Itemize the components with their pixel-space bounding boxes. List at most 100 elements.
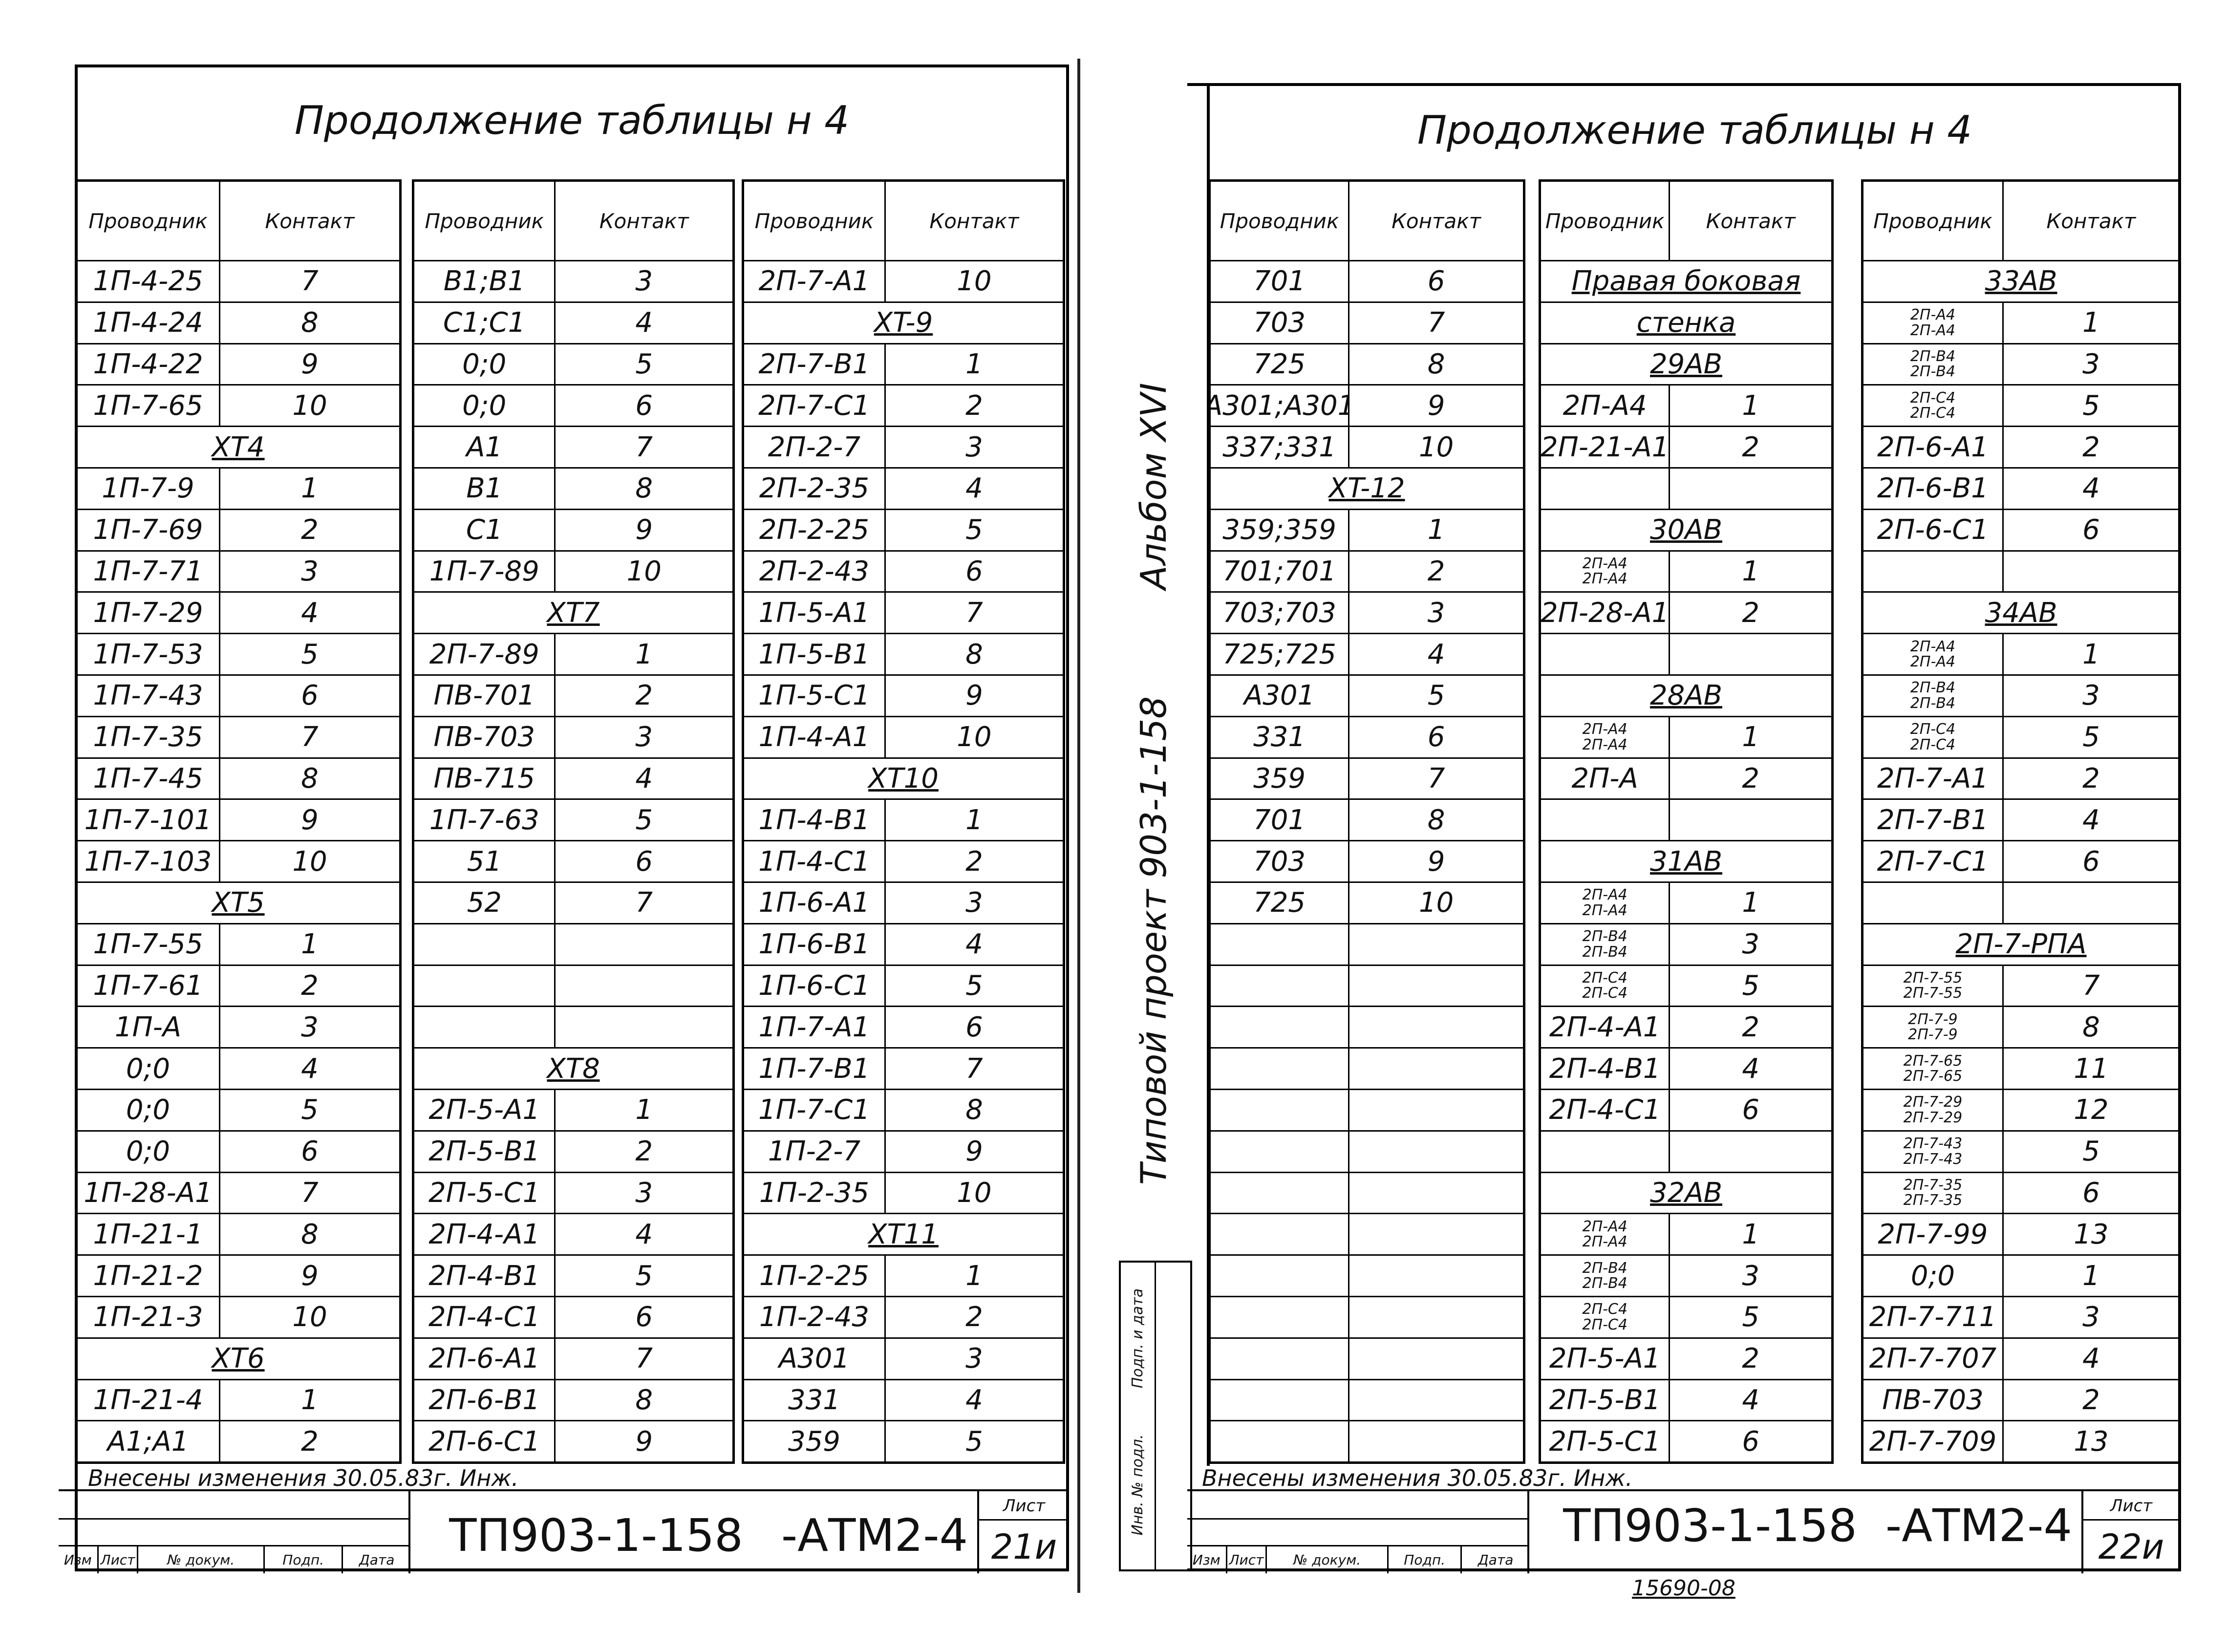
sheet-code: -АТМ2-4 [781,1509,968,1562]
contact: 1 [2082,1260,2100,1292]
wire: 2П-2-25 [744,510,886,550]
table-row: ПВ-715 4 [414,758,732,800]
wire: 2П-4-В1 [1541,1049,1670,1089]
table-row: 2П-7-С1 6 [1863,841,2179,883]
wire: 1П-7-43 [77,675,220,716]
table-row: 0;0 6 [77,1131,399,1173]
empty-cell [1211,1049,1350,1089]
contact: 3 [301,1011,319,1043]
stamp: Инв. № подл. Подп. и дата [1119,1261,1192,1571]
table: Проводник Контакт В1;В1 3 С1;С1 4 0;0 5 0;0 6 А1 7 В… [412,179,735,1464]
table-row: 2П-В4 2П-В4 3 [1863,675,2179,717]
table: Проводник Контакт 701 6 703 7 725 8 А301;А301 9 33… [1208,179,1525,1464]
wire: 1П-7-9 [77,468,220,509]
wire: 2П-В4 [1582,928,1627,945]
table-row: XT8 [414,1049,732,1090]
wire: 2П-В4 [1582,1275,1627,1292]
fold-line [1077,59,1080,1593]
wire: 337;331 [1211,427,1350,467]
wire: 1П-7-63 [414,800,556,840]
wire: 51 [414,841,556,881]
table-row: 0;0 1 [1863,1256,2179,1297]
section-label: XT-12 [1328,472,1405,505]
wire: 1П-7-53 [77,634,220,674]
wire: 2П-5-С1 [414,1173,556,1213]
wire: 1П-7-55 [77,924,220,965]
contact: 2 [635,680,653,712]
wire: 1П-5-С1 [744,675,886,716]
contact: 9 [301,804,319,836]
wire: 1П-21-1 [77,1214,220,1255]
section-label: 2П-7-РПА [1955,928,2087,961]
header-cell: Контакт [1392,209,1481,233]
contact: 4 [2082,472,2100,505]
wire: 2П-С4 [1910,736,1956,753]
table-row: XT-9 [744,303,1063,344]
table-row [1541,1131,1831,1173]
contact: 3 [965,1343,983,1375]
table-row: 2П-А4 1 [1541,386,1831,428]
table-row: 1П-7-53 5 [77,634,399,676]
section-label: 32АВ [1650,1177,1722,1209]
table-row: 2П-С4 2П-С4 5 [1863,386,2179,428]
table-row: 2П-7-В1 1 [744,344,1063,386]
empty-cell [556,966,732,1006]
wire: 2П-7-43 [1903,1135,1963,1153]
revision-grid: Изм Лист № докум. Подп. Дата [59,1491,410,1573]
table-row: 2П-7-9 2П-7-9 8 [1863,1007,2179,1049]
table-row: 1П-2-43 2 [744,1297,1063,1339]
section-label: Правая боковая [1571,265,1801,298]
contact: 11 [2074,1052,2109,1085]
contact: 2 [2082,762,2100,794]
contact: 9 [965,1136,983,1168]
empty-cell [1863,551,2004,592]
wire-pair: 2П-7-29 2П-7-29 [1863,1090,2004,1130]
empty-cell [1349,1173,1523,1213]
wire: 2П-7-В1 [744,344,886,385]
empty-cell [1541,1131,1670,1172]
wire: 1П-6-В1 [744,924,886,965]
contact: 8 [635,472,653,505]
empty-cell [1349,1421,1523,1461]
wire: 2П-А4 [1541,386,1670,426]
table-row [1211,1297,1523,1339]
wire: 1П-7-45 [77,758,220,799]
wire: 1П-2-35 [744,1173,886,1213]
header-cell: Проводник [1211,182,1350,260]
contact: 10 [292,389,327,422]
table-row: XT6 [77,1339,399,1380]
wire: 1П-7-35 [77,717,220,757]
empty-cell [2004,552,2179,592]
empty-cell [1211,1214,1350,1255]
contact: 6 [965,555,983,587]
table-row [1863,551,2179,593]
table-row: Правая боковая [1541,261,1831,303]
wire: 703 [1211,841,1350,881]
wire: 2П-7-35 [1903,1176,1963,1194]
col-label: Подп. [1389,1546,1462,1573]
table-row: 701 8 [1211,800,1523,842]
contact: 1 [301,928,319,961]
table-row: 1П-7-А1 6 [744,1007,1063,1049]
table-row: 2П-7-711 3 [1863,1297,2179,1339]
empty-cell [556,924,732,965]
wire: 2П-7-35 [1903,1192,1963,1209]
table-row: ПВ-703 2 [1863,1380,2179,1422]
table-row: XT7 [414,593,732,635]
table-row: 2П-6-С1 9 [414,1421,732,1462]
wire: 2П-В4 [1582,1259,1627,1277]
contact: 1 [1742,1218,1759,1250]
wire: 1П-7-В1 [744,1049,886,1089]
table-row: 28АВ [1541,676,1831,717]
empty-cell [1211,1380,1350,1420]
wire: 2П-7-707 [1863,1338,2004,1379]
wire: 2П-7-29 [1903,1109,1963,1126]
wire: 2П-7-89 [414,634,556,674]
table-row: 1П-2-35 10 [744,1173,1063,1215]
header-cell: Контакт [929,209,1019,233]
table-row: 1П-7-71 3 [77,551,399,593]
contact: 2 [2082,431,2100,463]
wire: 2П-А4 [1910,638,1955,655]
contact: 2 [301,969,319,1002]
contact: 6 [1742,1094,1759,1126]
